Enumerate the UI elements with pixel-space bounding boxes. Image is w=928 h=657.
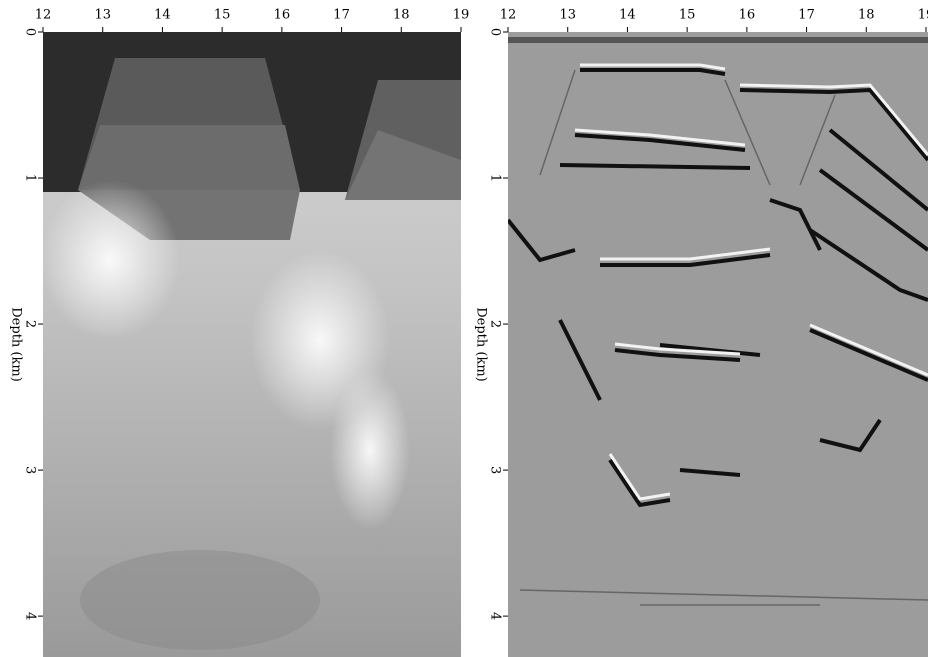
x-tick-label: 15 [214,8,231,23]
y-tick-label: 2 [23,320,38,328]
x-tick-label: 18 [393,8,410,23]
x-tick-label: 18 [858,8,875,23]
y-tick-label: 4 [23,612,38,620]
y-tick-label: 4 [488,612,503,620]
x-tick-label: 13 [559,8,576,23]
x-tick-label: 12 [35,8,52,23]
y-tick-label: 3 [23,466,38,474]
x-tick-label: 15 [679,8,696,23]
migrated-image [508,32,928,657]
y-tick-label: 3 [488,466,503,474]
y-axis-label: Depth (km) [474,307,489,382]
y-tick-label: 1 [23,174,38,182]
figure: 121314151617181901234Depth (km)121314151… [0,0,928,657]
y-tick-label: 1 [488,174,503,182]
x-tick-label: 14 [154,8,171,23]
x-tick-label: 17 [798,8,815,23]
y-tick-label: 0 [488,28,503,36]
velocity-image [40,32,461,657]
x-tick-label: 14 [619,8,636,23]
y-tick-label: 2 [488,320,503,328]
x-tick-label: 17 [333,8,350,23]
y-tick-label: 0 [23,28,38,36]
y-axis-label: Depth (km) [9,307,24,382]
x-tick-label: 16 [274,8,291,23]
x-tick-label: 19 [453,8,470,23]
x-tick-label: 16 [739,8,756,23]
x-tick-label: 13 [94,8,111,23]
x-tick-label: 12 [500,8,517,23]
x-tick-label: 19 [918,8,928,23]
